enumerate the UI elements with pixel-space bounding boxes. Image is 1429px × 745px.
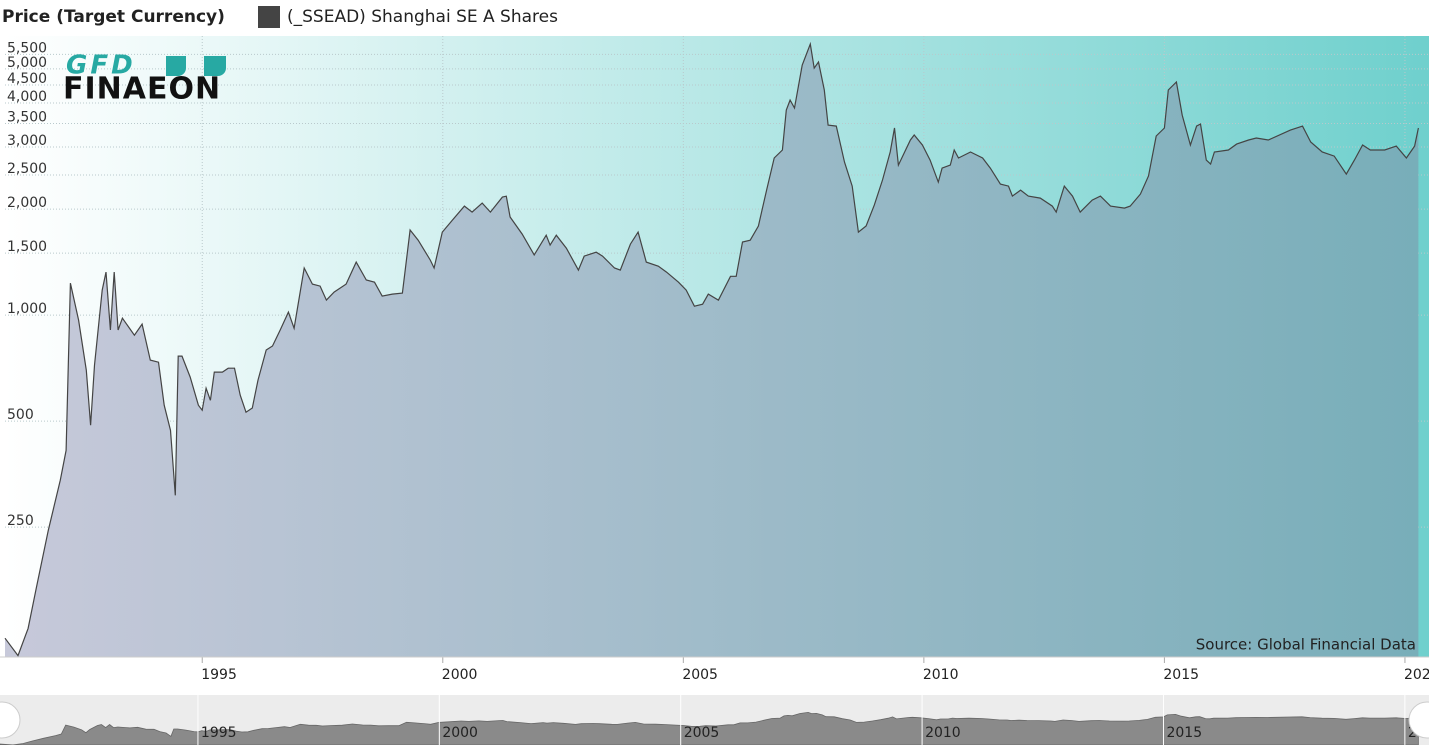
x-tick-label: 2015 bbox=[1163, 667, 1199, 683]
area bbox=[5, 44, 1419, 657]
navigator-label: 2010 bbox=[925, 725, 961, 741]
logo-bottom: FINAEON bbox=[63, 72, 221, 107]
navigator-handle[interactable] bbox=[1408, 701, 1429, 739]
logo: GFD FINAEON bbox=[63, 51, 226, 107]
y-tick-label: 500 bbox=[7, 407, 34, 423]
x-tick-label: 2000 bbox=[442, 667, 478, 683]
legend-title: Price (Target Currency) bbox=[2, 7, 225, 27]
legend-swatch[interactable] bbox=[258, 6, 280, 28]
line bbox=[4, 41, 1419, 657]
y-tick-label: 1,500 bbox=[7, 239, 47, 255]
navigator-label: 2005 bbox=[684, 725, 720, 741]
y-tick-label: 5,000 bbox=[7, 55, 47, 71]
navigator-label: 2000 bbox=[442, 725, 478, 741]
navigator-label: 1995 bbox=[201, 725, 237, 741]
y-tick-label: 2,500 bbox=[7, 161, 47, 177]
source-note: Source: Global Financial Data bbox=[1196, 636, 1416, 654]
y-tick-label: 4,500 bbox=[7, 71, 47, 87]
logo-top: GFD bbox=[66, 51, 136, 81]
y-tick-label: 250 bbox=[7, 513, 34, 529]
y-tick-label: 1,000 bbox=[7, 301, 47, 317]
navigator-handle[interactable] bbox=[0, 701, 21, 739]
navigator-label: 2015 bbox=[1166, 725, 1202, 741]
logo-leaf bbox=[166, 56, 226, 76]
y-tick-label: 3,500 bbox=[7, 109, 47, 125]
navigator-area bbox=[0, 711, 1419, 745]
legend-label[interactable]: (_SSEAD) Shanghai SE A Shares bbox=[287, 7, 558, 27]
y-tick-label: 2,000 bbox=[7, 195, 47, 211]
x-tick-label: 2005 bbox=[682, 667, 718, 683]
y-tick-label: 5,500 bbox=[7, 40, 47, 56]
x-tick-label: 2020 bbox=[1404, 667, 1429, 683]
x-tick-label: 2010 bbox=[923, 667, 959, 683]
y-tick-label: 4,000 bbox=[7, 89, 47, 105]
y-tick-label: 3,000 bbox=[7, 133, 47, 149]
x-tick-label: 1995 bbox=[201, 667, 237, 683]
